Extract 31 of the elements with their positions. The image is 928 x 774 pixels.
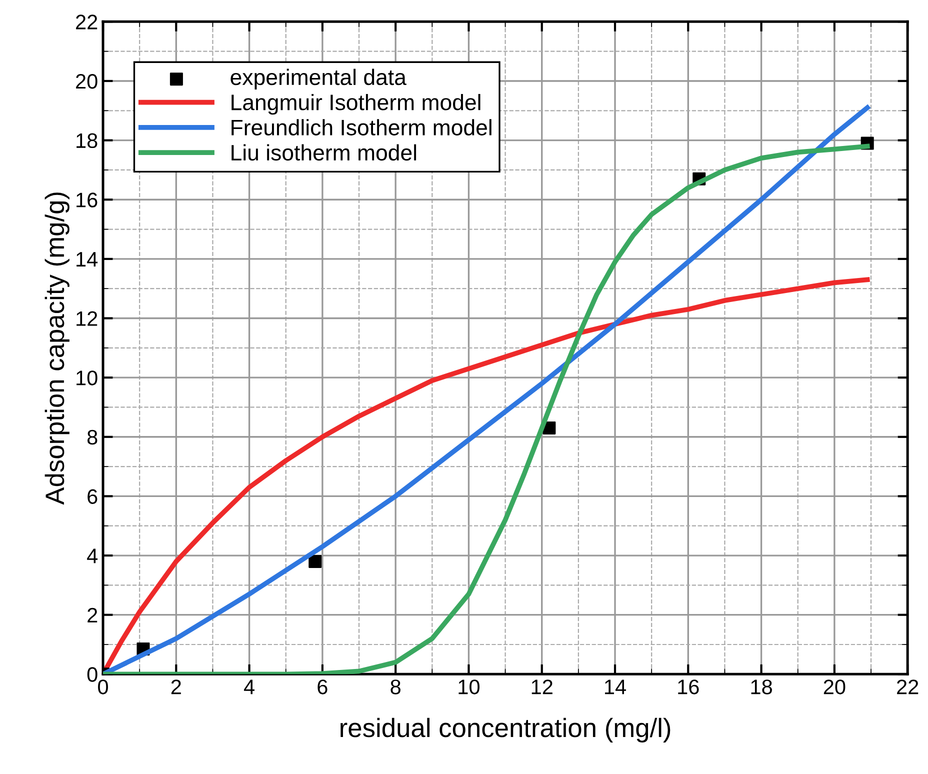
legend-label: Langmuir Isotherm model	[232, 94, 480, 115]
x-tick-label: 8	[390, 680, 400, 694]
y-tick-label: 0	[87, 667, 98, 682]
x-tick-label: 4	[244, 680, 254, 694]
legend-label: Liu isotherm model	[232, 144, 416, 161]
x-axis-title: residual concentration (mg/l)	[340, 718, 670, 742]
x-tick-label: 2	[171, 680, 181, 694]
y-axis-title: Adsorption capacity (mg/g)	[44, 192, 70, 505]
point	[308, 554, 322, 568]
y-tick-label: 4	[87, 548, 98, 564]
y-tick-label: 20	[76, 74, 98, 89]
y-tick-label: 18	[76, 133, 98, 148]
x-tick-label: 0	[98, 680, 108, 694]
y-tick-label: 14	[76, 252, 98, 266]
y-tick-label: 8	[87, 430, 98, 445]
y-tick-label: 6	[88, 489, 98, 504]
x-tick-label: 14	[605, 680, 626, 694]
legend-label: Freundlich Isotherm model	[232, 119, 492, 136]
y-tick-label: 10	[76, 370, 98, 386]
x-tick-label: 22	[897, 680, 918, 694]
x-tick-label: 6	[318, 680, 328, 694]
x-tick-label: 10	[458, 680, 480, 694]
y-tick-label: 22	[76, 14, 98, 30]
x-tick-label: 18	[751, 680, 772, 694]
x-tick-label: 20	[824, 680, 846, 694]
y-tick-label: 16	[76, 192, 98, 208]
x-tick-label: 16	[678, 680, 699, 694]
legend-label: experimental data	[230, 68, 406, 90]
x-tick-label: 12	[532, 680, 552, 694]
y-tick-label: 2	[88, 608, 98, 622]
y-tick-label: 12	[76, 311, 98, 326]
